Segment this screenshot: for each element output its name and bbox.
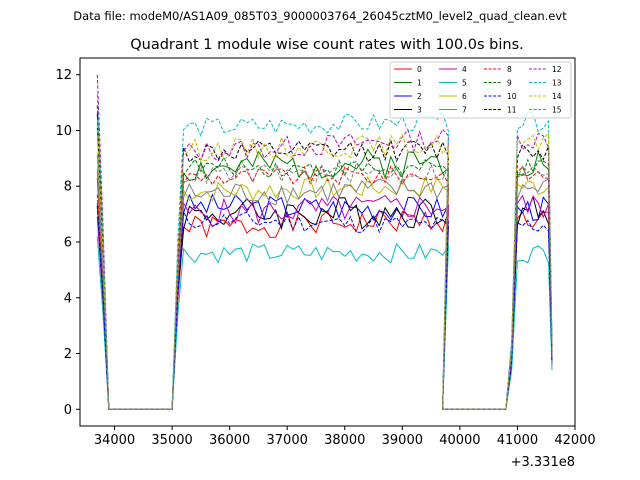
legend-label-6: 6 [462, 92, 467, 101]
x-tick-label: 36000 [209, 433, 250, 448]
x-offset-label: +3.331e8 [511, 455, 575, 470]
legend-label-1: 1 [417, 78, 422, 87]
legend-label-10: 10 [507, 92, 517, 101]
legend-label-9: 9 [507, 78, 512, 87]
x-tick-label: 34000 [94, 433, 135, 448]
legend-label-11: 11 [507, 105, 517, 114]
y-axis-ticks: 0 2 4 6 8 10 12 [55, 68, 80, 418]
plot-area [80, 58, 575, 426]
x-tick-label: 39000 [382, 433, 423, 448]
legend-label-14: 14 [552, 92, 562, 101]
y-tick-label: 12 [55, 68, 72, 83]
y-tick-label: 6 [64, 236, 72, 251]
y-tick-label: 2 [64, 347, 72, 362]
series-line-15 [96, 155, 553, 410]
legend-label-0: 0 [417, 65, 422, 74]
legend-label-5: 5 [462, 78, 467, 87]
y-tick-label: 10 [55, 124, 72, 139]
legend-label-8: 8 [507, 65, 512, 74]
x-tick-label: 38000 [324, 433, 365, 448]
legend-label-13: 13 [552, 78, 562, 87]
legend-label-2: 2 [417, 92, 422, 101]
legend-label-12: 12 [552, 65, 562, 74]
legend-label-4: 4 [462, 65, 467, 74]
x-tick-label: 41000 [497, 433, 538, 448]
legend-label-7: 7 [462, 105, 467, 114]
x-tick-label: 40000 [439, 433, 480, 448]
y-tick-label: 8 [64, 180, 72, 195]
y-tick-label: 4 [64, 291, 72, 306]
x-tick-label: 42000 [554, 433, 595, 448]
legend-label-3: 3 [417, 105, 422, 114]
x-tick-label: 37000 [267, 433, 308, 448]
chart-suptitle: Data file: modeM0/AS1A09_085T03_90000037… [73, 9, 567, 23]
series-lines [96, 74, 553, 410]
y-tick-label: 0 [64, 403, 72, 418]
legend-box [389, 61, 572, 119]
x-axis-ticks: 34000 35000 36000 37000 38000 39000 40000 41000… [94, 426, 596, 448]
x-tick-label: 35000 [151, 433, 192, 448]
chart-title: Quadrant 1 module wise count rates with … [130, 37, 524, 53]
legend-label-15: 15 [552, 105, 562, 114]
